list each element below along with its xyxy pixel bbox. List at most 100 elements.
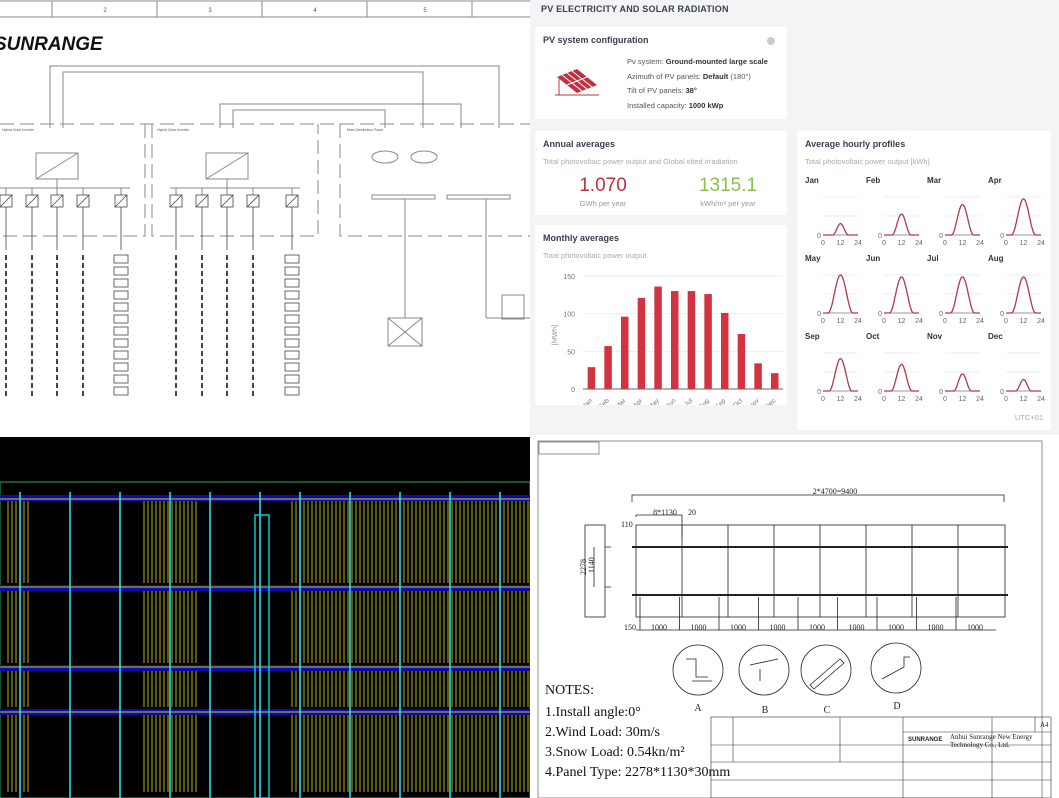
month-label: Jun [866, 254, 881, 263]
x-tick-label: 12 [837, 240, 845, 247]
walkway-band [0, 495, 530, 501]
panel-array [635, 546, 1006, 618]
sunrange-logo: SUNRANGE [0, 34, 104, 55]
company-name: Anhui Sunrange New Energy Technology Co.… [950, 733, 1033, 749]
x-tick-label: 24 [1037, 318, 1045, 325]
y-zero-label: 0 [878, 233, 882, 240]
bar-jul [687, 291, 696, 389]
month-label: Jan [805, 176, 819, 185]
dim-spacing: 1000 [928, 623, 944, 632]
pv-dashboard: PV ELECTRICITY AND SOLAR RADIATION PV sy… [530, 0, 1059, 435]
card-title: Monthly averages [543, 233, 620, 243]
battery-module [113, 374, 129, 384]
month-label: Jul [927, 254, 939, 263]
month-label: Feb [866, 176, 881, 185]
side-view-detail [593, 546, 611, 588]
x-tick-label: 24 [854, 396, 862, 403]
x-tick-label: 0 [1004, 318, 1008, 325]
part-label-b: B [762, 705, 769, 716]
profile-line [823, 357, 858, 392]
x-tick-label: 24 [915, 396, 923, 403]
x-tick-label: 0 [1004, 396, 1008, 403]
battery-module [113, 326, 129, 336]
y-zero-label: 0 [939, 311, 943, 318]
battery-module [284, 314, 300, 324]
x-tick-label: 12 [898, 240, 906, 247]
bar-feb [604, 346, 612, 389]
gti-value: 1315.1 [698, 175, 758, 196]
battery-module [284, 386, 300, 396]
x-tick-label: 24 [976, 318, 984, 325]
hourly-profile-aug: Aug 0 0 12 24 [988, 254, 1046, 325]
profile-line [1006, 198, 1041, 236]
column-number: 4 [313, 8, 317, 14]
dim-top: 110 [621, 520, 633, 529]
hourly-profile-jun: Jun 0 0 12 24 [866, 254, 924, 325]
pv-output-value: 1.070 [579, 175, 627, 196]
profile-line [945, 276, 980, 314]
x-tick-label: 0 [882, 240, 886, 247]
part-label-c: C [824, 705, 831, 716]
battery-module [284, 302, 300, 312]
battery-module [113, 314, 129, 324]
battery-module [113, 302, 129, 312]
y-tick-label: 150 [563, 274, 575, 281]
y-zero-label: 0 [878, 389, 882, 396]
hourly-profiles-card: Average hourly profiles Total photovolta… [797, 131, 1051, 430]
y-tick-label: 50 [567, 349, 575, 356]
x-tick-label: 12 [1020, 318, 1028, 325]
bar-jan [587, 367, 596, 389]
x-tick-label: 12 [898, 396, 906, 403]
x-tick-label: 0 [882, 396, 886, 403]
dim-line [635, 514, 683, 537]
structure-drawing: 2*4700=9400 8*1130 20 110 150 2278 1140 … [537, 440, 1052, 798]
card-subtitle: Total photovoltaic power output [kWh] [805, 157, 930, 166]
month-label: Sep [805, 332, 820, 341]
panel-top-row [635, 524, 1006, 548]
info-icon[interactable] [767, 37, 775, 45]
y-zero-label: 0 [939, 233, 943, 240]
battery-module [284, 254, 300, 264]
y-axis-label: [MWh] [552, 325, 559, 345]
profile-line [823, 222, 858, 236]
x-tick-label: Sep [714, 397, 727, 405]
gti-unit: kWh/m² per year [700, 199, 756, 208]
profile-line [884, 276, 919, 314]
battery-module [284, 266, 300, 276]
section-title: PV ELECTRICITY AND SOLAR RADIATION [541, 4, 729, 14]
x-tick-label: 0 [943, 240, 947, 247]
x-tick-label: 12 [898, 318, 906, 325]
battery-module [113, 290, 129, 300]
dim-spacing: 1000 [888, 623, 904, 632]
bar-dec [771, 373, 779, 389]
card-subtitle: Total photovoltaic power output and Glob… [543, 157, 738, 166]
battery-module [113, 338, 129, 348]
x-tick-label: Jun [665, 397, 678, 405]
timezone-label: UTC+01 [1014, 413, 1043, 422]
dim-spacing: 1000 [770, 623, 786, 632]
y-zero-label: 0 [1000, 311, 1004, 318]
x-tick-label: Jan [582, 397, 595, 405]
column-number: 3 [208, 8, 212, 14]
month-label: Aug [988, 254, 1004, 263]
inverter-label: Hybrid Solar Inverter [2, 128, 35, 132]
x-tick-label: 12 [837, 396, 845, 403]
x-tick-label: 12 [959, 240, 967, 247]
battery-module [284, 290, 300, 300]
y-zero-label: 0 [817, 311, 821, 318]
frame-line [0, 481, 530, 798]
note-item: 1.Install angle:0° [545, 705, 641, 720]
battery-module [284, 362, 300, 372]
battery-module [113, 350, 129, 360]
month-label: Mar [927, 176, 942, 185]
hourly-profile-feb: Feb 0 0 12 24 [866, 176, 924, 247]
x-tick-label: 12 [837, 318, 845, 325]
dim-gap: 20 [688, 508, 696, 517]
mounting-structure-drawing: 2*4700=9400 8*1130 20 110 150 2278 1140 … [530, 437, 1059, 798]
hourly-profile-oct: Oct 0 0 12 24 [866, 332, 924, 403]
x-tick-label: 24 [854, 318, 862, 325]
bar-sep [721, 312, 729, 389]
hourly-profile-may: May 0 0 12 24 [805, 254, 863, 325]
distribution-panel-label: Main Distribution Panel [347, 128, 383, 132]
notes-title: NOTES: [545, 683, 594, 698]
